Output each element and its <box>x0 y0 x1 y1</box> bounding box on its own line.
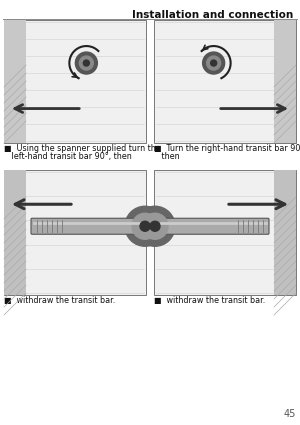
Circle shape <box>132 213 158 239</box>
Circle shape <box>80 56 93 70</box>
Bar <box>4 170 26 295</box>
Circle shape <box>75 52 98 74</box>
Circle shape <box>150 221 160 231</box>
Text: ■  Using the spanner supplied turn the: ■ Using the spanner supplied turn the <box>4 144 161 153</box>
Text: ■  Turn the right-hand transit bar 90°,: ■ Turn the right-hand transit bar 90°, <box>154 144 300 153</box>
Text: ■  withdraw the transit bar.: ■ withdraw the transit bar. <box>154 296 265 305</box>
Bar <box>154 170 296 295</box>
Bar <box>274 170 296 295</box>
Circle shape <box>125 206 165 246</box>
Text: 45: 45 <box>284 409 296 419</box>
FancyBboxPatch shape <box>31 218 142 234</box>
Text: left-hand transit bar 90°, then: left-hand transit bar 90°, then <box>4 152 132 161</box>
Bar <box>4 20 26 143</box>
Circle shape <box>83 60 89 66</box>
Bar <box>154 20 296 143</box>
FancyBboxPatch shape <box>158 218 269 234</box>
Circle shape <box>140 221 150 231</box>
Circle shape <box>207 56 220 70</box>
Bar <box>4 170 146 295</box>
Circle shape <box>142 213 168 239</box>
Text: then: then <box>154 152 180 161</box>
Text: Installation and connection: Installation and connection <box>132 10 293 20</box>
Bar <box>4 20 146 143</box>
Circle shape <box>135 206 175 246</box>
Circle shape <box>211 60 217 66</box>
Text: ■  withdraw the transit bar.: ■ withdraw the transit bar. <box>4 296 115 305</box>
Circle shape <box>202 52 225 74</box>
Bar <box>274 20 296 143</box>
